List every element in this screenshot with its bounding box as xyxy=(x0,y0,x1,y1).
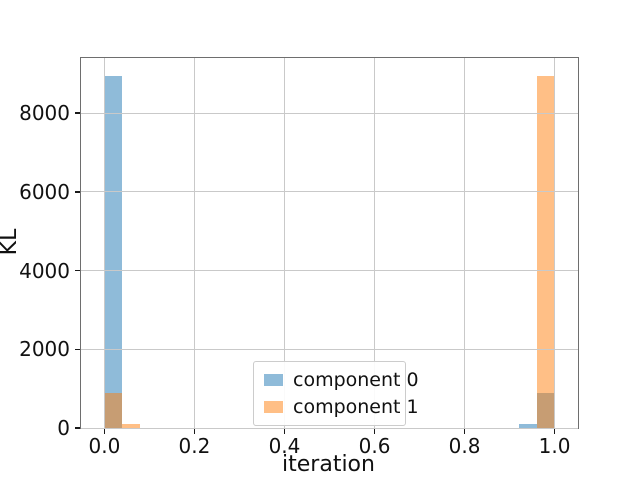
bar-component-0 xyxy=(518,424,537,428)
x-tick-mark xyxy=(193,429,196,434)
bar-component-1 xyxy=(104,392,123,428)
legend-label-component-0: component 0 xyxy=(293,369,419,391)
x-tick-label: 0.8 xyxy=(448,434,481,458)
gridline-vertical xyxy=(554,58,556,428)
gridline-horizontal xyxy=(81,427,578,429)
bar-component-1 xyxy=(536,75,555,428)
x-tick-label: 0.4 xyxy=(268,434,301,458)
gridline-vertical xyxy=(193,58,195,428)
x-tick-label: 0.2 xyxy=(178,434,211,458)
y-tick-mark xyxy=(75,112,80,114)
gridline-vertical xyxy=(464,58,466,428)
x-tick-label: 0.6 xyxy=(358,434,391,458)
component-0-swatch xyxy=(264,374,283,386)
gridline-vertical xyxy=(283,58,285,428)
gridline-horizontal xyxy=(81,112,578,114)
gridline-vertical xyxy=(374,58,376,428)
component-1-swatch xyxy=(264,401,283,413)
gridline-horizontal xyxy=(81,191,578,193)
gridline-horizontal xyxy=(81,348,578,350)
y-tick-label: 6000 xyxy=(19,179,70,204)
x-tick-mark xyxy=(463,429,466,434)
y-tick-label: 0 xyxy=(57,416,70,440)
legend: component 0 component 1 xyxy=(253,361,419,426)
y-tick-mark xyxy=(75,191,80,193)
legend-entry-component-0: component 0 xyxy=(264,370,419,390)
x-tick-mark xyxy=(373,429,376,434)
y-tick-label: 2000 xyxy=(19,337,70,362)
legend-label-component-1: component 1 xyxy=(293,396,419,418)
bar-component-0 xyxy=(104,75,123,428)
gridline-vertical xyxy=(103,58,105,428)
x-tick-mark xyxy=(553,429,556,434)
y-tick-mark xyxy=(75,427,80,429)
x-tick-mark xyxy=(103,429,106,434)
gridline-horizontal xyxy=(81,270,578,272)
legend-entry-component-1: component 1 xyxy=(264,397,419,417)
x-tick-label: 0.0 xyxy=(88,434,121,458)
y-tick-label: 4000 xyxy=(19,258,70,283)
plot-area: 0.0 0.2 0.4 0.6 0.8 1.0 0 2000 4000 6000 8000 comp… xyxy=(19,57,579,457)
bar-component-1 xyxy=(122,424,141,428)
x-tick-label: 1.0 xyxy=(538,434,571,458)
y-tick-mark xyxy=(75,269,80,272)
x-tick-mark xyxy=(283,429,286,434)
y-tick-mark xyxy=(75,348,80,350)
x-axis-label: iteration xyxy=(282,452,375,477)
y-tick-label: 8000 xyxy=(19,101,70,126)
